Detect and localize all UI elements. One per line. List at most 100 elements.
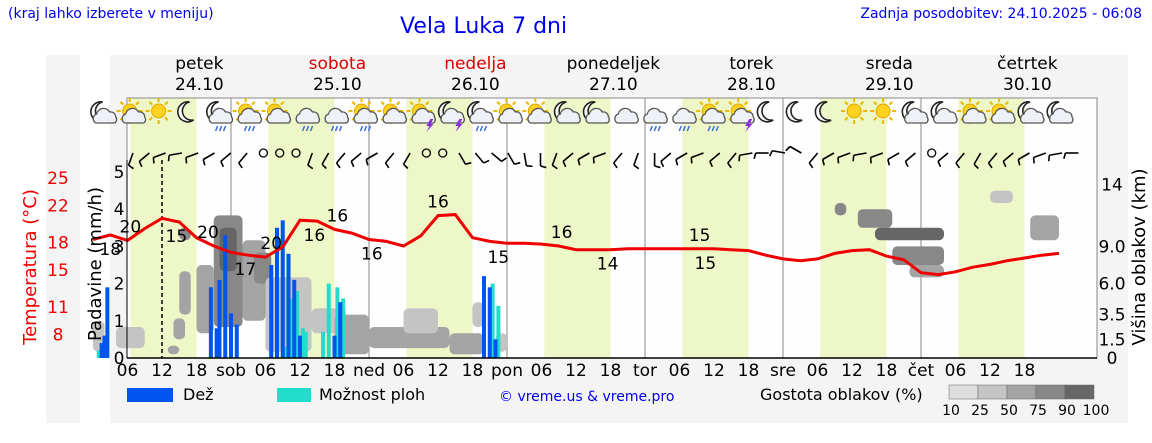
shower-bar xyxy=(96,350,101,358)
temperature-label: 18 xyxy=(99,240,121,260)
sun-ray xyxy=(251,101,256,106)
wind-barb xyxy=(1063,152,1079,160)
rain-drop xyxy=(218,125,223,132)
wind-feather xyxy=(1002,161,1007,168)
wind-barb xyxy=(335,152,346,169)
rain-bar xyxy=(275,227,279,358)
cloud-shape xyxy=(121,107,147,124)
wind-feather xyxy=(384,162,390,169)
shower-bar xyxy=(321,331,325,358)
cloud-block xyxy=(875,227,944,241)
rain-bar xyxy=(99,343,104,358)
x-tick-label: 18 xyxy=(1014,361,1036,381)
wind-shaft xyxy=(1049,152,1063,157)
sun-disc xyxy=(151,103,167,119)
wind-barb xyxy=(523,152,533,168)
wind-feather xyxy=(1047,155,1051,162)
calm-circle xyxy=(438,148,448,158)
x-tick-label: 06 xyxy=(807,361,829,381)
cloud-shape xyxy=(382,107,408,124)
wind-barb xyxy=(785,145,802,154)
wind-barb xyxy=(887,152,900,166)
sun-ray xyxy=(888,116,894,121)
wind-feather xyxy=(403,163,409,170)
wind-shaft xyxy=(955,152,965,164)
wind-feather xyxy=(869,157,872,164)
temperature-tick: 15 xyxy=(47,261,69,281)
temperature-label: 20 xyxy=(197,223,219,243)
x-tick-label: sre xyxy=(770,361,796,381)
wind-barb xyxy=(551,152,558,170)
wind-barb xyxy=(1017,152,1030,166)
temperature-label: 20 xyxy=(260,234,282,254)
x-tick-label: ned xyxy=(353,361,385,381)
sun-ray xyxy=(380,101,385,106)
daylight-band xyxy=(820,98,887,358)
cloud-block xyxy=(116,327,145,349)
cloud-height-tick: 6.0 xyxy=(1098,275,1125,295)
rain-drop xyxy=(243,125,248,132)
rain-bar xyxy=(298,335,302,358)
wind-shaft xyxy=(675,152,688,161)
sun-storm-icon xyxy=(406,98,437,132)
wind-feather xyxy=(768,150,773,157)
shower-bar xyxy=(283,346,288,358)
rain-bar xyxy=(280,220,285,358)
shower-bar xyxy=(335,287,340,358)
wind-shaft xyxy=(562,152,574,162)
x-tick-label: 06 xyxy=(117,361,139,381)
wind-feather xyxy=(562,161,567,168)
rain-drop xyxy=(363,125,368,132)
rain-bar xyxy=(105,287,110,358)
day-name-0: petek xyxy=(175,54,223,74)
cloud-shape xyxy=(295,107,321,124)
x-tick-label: 12 xyxy=(427,361,449,381)
cloud-shape xyxy=(962,107,987,124)
rain-drop xyxy=(247,125,252,132)
sun-ray xyxy=(496,101,501,106)
precipitation-tick: 4 xyxy=(114,200,125,220)
wind-shaft xyxy=(613,152,623,164)
sun-cloud-icon xyxy=(986,98,1016,124)
wind-feather xyxy=(220,161,225,168)
wind-barb xyxy=(1047,152,1063,162)
wind-shaft xyxy=(1017,152,1030,161)
rain-drop xyxy=(251,125,256,132)
temperature-label: 16 xyxy=(427,193,449,213)
moon-cloud-icon xyxy=(582,101,610,124)
wind-barb xyxy=(507,152,521,166)
sun-ray xyxy=(699,101,704,106)
rain-drop xyxy=(475,125,480,132)
sun-ray xyxy=(525,101,530,106)
wind-shaft xyxy=(822,152,835,161)
moon-icon xyxy=(814,101,832,123)
wind-barb xyxy=(612,152,623,169)
moon-cloud-icon xyxy=(90,101,118,124)
rain-bar xyxy=(234,324,239,358)
wind-barb xyxy=(727,152,737,169)
wind-shaft xyxy=(904,152,916,162)
sun-ray xyxy=(873,116,878,121)
wind-feather xyxy=(128,164,134,170)
moon-cloud-icon xyxy=(1017,101,1045,124)
moon-icon xyxy=(177,101,195,123)
cloud-block xyxy=(472,302,484,327)
rain-bar xyxy=(217,279,222,358)
wind-barb xyxy=(738,152,753,162)
rain-bar xyxy=(229,313,233,358)
wind-barb xyxy=(220,152,232,168)
wind-barb xyxy=(365,152,378,166)
rain-drop xyxy=(334,125,339,132)
rain-bar xyxy=(208,287,213,358)
legend-showers-label: Možnost ploh xyxy=(319,385,425,404)
weather-icons xyxy=(90,98,1074,132)
sun-cloud-icon xyxy=(116,98,147,124)
wind-feather xyxy=(540,165,547,169)
wind-shaft xyxy=(727,152,737,164)
legend-rain-label: Dež xyxy=(183,385,214,404)
wind-feather xyxy=(808,162,814,169)
day-name-4: torek xyxy=(729,54,773,74)
day-date-3: 27.10 xyxy=(589,75,638,95)
